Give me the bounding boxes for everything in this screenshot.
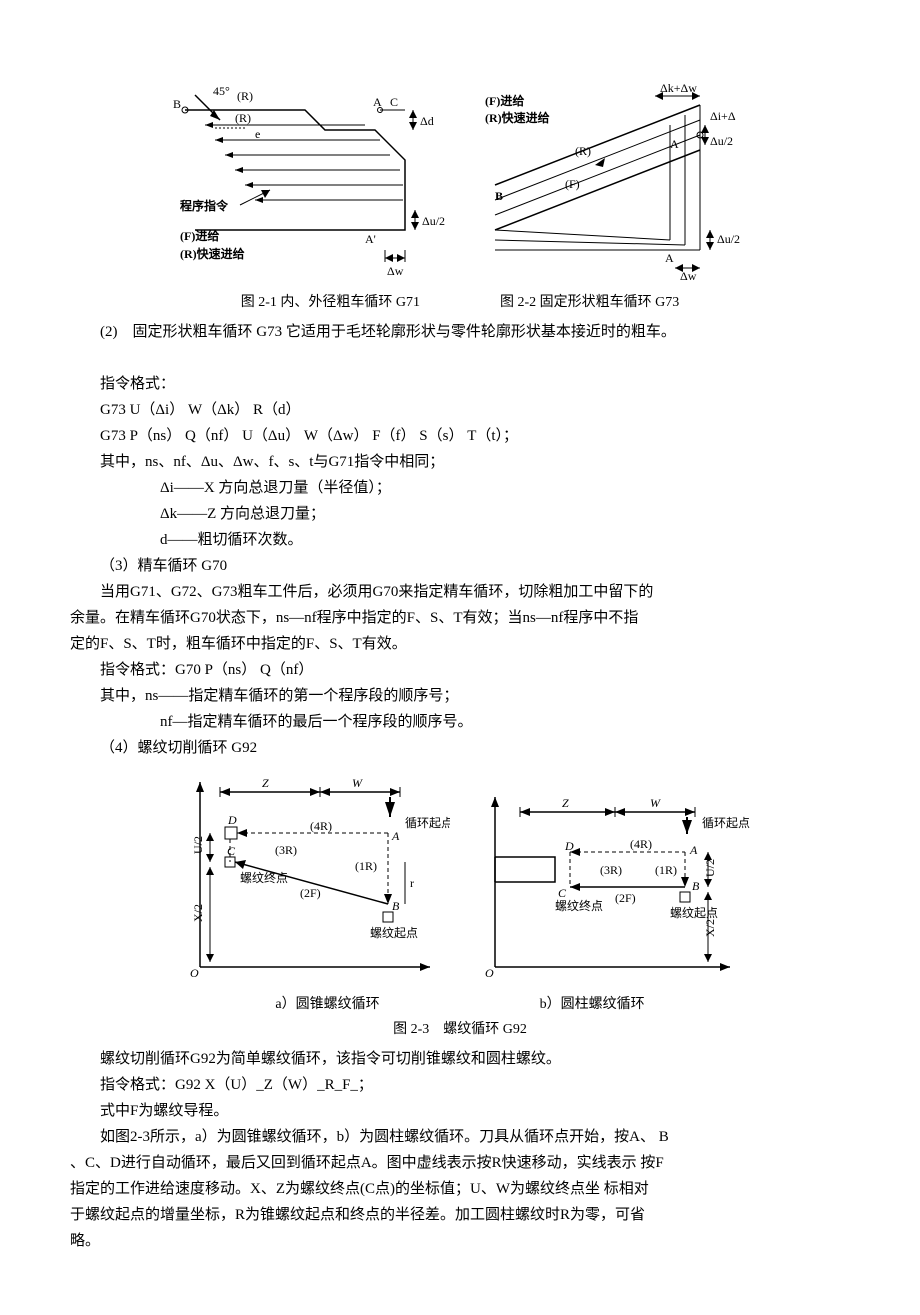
label-B3: B — [392, 899, 400, 913]
label-Rrapid: (R)快速进给 — [180, 246, 245, 261]
p7: Δk——Z 方向总退刀量； — [70, 502, 850, 526]
figure-2-3b: O Z W 循环起点 D (4R) A — [470, 762, 750, 990]
label-dw: Δw — [387, 264, 404, 278]
figure-row-1: Δd B 45° (R) (R) e — [70, 80, 850, 288]
label-Z2: Z — [562, 796, 569, 810]
label-loop1: 循环起点 — [405, 816, 450, 830]
label-Ffeed2: (F)进给 — [485, 93, 524, 108]
svg-text:C: C — [227, 844, 236, 858]
label-loop2: 循环起点 — [702, 816, 750, 830]
label-Aprime: A' — [365, 232, 376, 246]
label-U2b: U/2 — [703, 859, 717, 877]
caption-22: 图 2-2 固定形状粗车循环 G73 — [500, 292, 679, 314]
p19b: 、C、D进行自动循环，最后又回到循环起点A。图中虚线表示按R快速移动，实线表示 … — [70, 1151, 850, 1175]
p11: 指令格式：G70 P（ns） Q（nf） — [70, 658, 850, 682]
label-R3: (R) — [575, 144, 591, 158]
label-du2b: Δu/2 — [717, 232, 740, 246]
p10b: 余量。在精车循环G70状态下，ns—nf程序中指定的F、S、T有效；当ns—nf… — [70, 606, 850, 630]
figure-row-2: O Z W D (4R) A 循环起点 — [70, 762, 850, 990]
label-A: A — [373, 95, 382, 109]
figure-2-2: (F)进给 (R)快速进给 Δk+Δw (R) (F) B — [465, 80, 765, 288]
label-R1: (R) — [237, 89, 253, 103]
label-3R2: (3R) — [600, 863, 622, 877]
p6: Δi——X 方向总退刀量（半径值）； — [70, 476, 850, 500]
label-tend2: 螺纹终点 — [555, 898, 603, 913]
figure-2-1: Δd B 45° (R) (R) e — [155, 80, 445, 288]
p1: (2) 固定形状粗车循环 G73 它适用于毛坯轮廓形状与零件轮廓形状基本接近时的… — [70, 320, 850, 344]
p19a: 如图2-3所示，a）为圆锥螺纹循环，b）为圆柱螺纹循环。刀具从循环点开始，按A、… — [70, 1125, 850, 1149]
label-45: 45° — [213, 84, 230, 98]
label-D1: D — [227, 813, 237, 827]
p19e: 略。 — [70, 1229, 850, 1253]
p4: G73 P（ns） Q（nf） U（Δu） W（Δw） F（f） S（s） T（… — [70, 424, 850, 448]
label-2F2: (2F) — [615, 891, 636, 905]
label-did: Δi+Δ — [710, 109, 736, 123]
label-O2: O — [485, 966, 494, 980]
label-A5: A — [689, 843, 698, 857]
label-4R1: (4R) — [310, 819, 332, 833]
p9: （3）精车循环 G70 — [70, 554, 850, 578]
label-2F1: (2F) — [300, 886, 321, 900]
caption-21: 图 2-1 内、外径粗车循环 G71 — [241, 292, 420, 314]
label-3R1: (3R) — [275, 843, 297, 857]
label-e: e — [255, 127, 260, 141]
sub-caption-row: a）圆锥螺纹循环 b）圆柱螺纹循环 — [70, 994, 850, 1016]
label-Z1: Z — [262, 776, 269, 790]
label-X2a: X/2 — [191, 904, 205, 922]
label-W2: W — [650, 796, 661, 810]
label-A3: A — [665, 251, 674, 265]
caption-23: 图 2-3 螺纹循环 G92 — [70, 1019, 850, 1041]
label-4R2: (4R) — [630, 837, 652, 851]
p2: 指令格式： — [70, 372, 850, 396]
p10c: 定的F、S、T时，粗车循环中指定的F、S、T有效。 — [70, 632, 850, 656]
p19d: 于螺纹起点的增量坐标，R为锥螺纹起点和终点的半径差。加工圆柱螺纹时R为零，可省 — [70, 1203, 850, 1227]
label-program: 程序指令 — [180, 198, 229, 213]
label-1R1: (1R) — [355, 859, 377, 873]
figure-2-3a: O Z W D (4R) A 循环起点 — [170, 762, 450, 990]
p16: 螺纹切削循环G92为简单螺纹循环，该指令可切削锥螺纹和圆柱螺纹。 — [70, 1047, 850, 1071]
p3: G73 U（Δi） W（Δk） R（d） — [70, 398, 850, 422]
p13: nf—指定精车循环的最后一个程序段的顺序号。 — [70, 710, 850, 734]
label-B2: B — [495, 189, 503, 203]
p5: 其中，ns、nf、Δu、Δw、f、s、t与G71指令中相同； — [70, 450, 850, 474]
label-A4: A — [391, 829, 400, 843]
p12: 其中，ns——指定精车循环的第一个程序段的顺序号； — [70, 684, 850, 708]
p8: d——粗切循环次数。 — [70, 528, 850, 552]
label-B4: B — [692, 879, 700, 893]
label-tstart1: 螺纹起点 — [370, 926, 418, 940]
label-A2: A — [670, 137, 679, 151]
label-Ffeed: (F)进给 — [180, 228, 219, 243]
label-O1: O — [190, 966, 199, 980]
label-U2a: U/2 — [191, 836, 205, 854]
p10a: 当用G71、G72、G73粗车工件后，必须用G70来指定精车循环，切除粗加工中留… — [70, 580, 850, 604]
label-tend1: 螺纹终点 — [240, 870, 288, 885]
p14: （4）螺纹切削循环 G92 — [70, 736, 850, 760]
label-X2b: X/2 — [703, 919, 717, 937]
label-dw2: Δw — [680, 269, 697, 280]
label-D2: D — [564, 839, 574, 853]
label-dd: Δd — [420, 114, 434, 128]
svg-text:C: C — [558, 886, 567, 900]
label-1R2: (1R) — [655, 863, 677, 877]
label-du2: Δu/2 — [422, 214, 445, 228]
label-tstart2: 螺纹起点 — [670, 906, 718, 920]
caption-row-1: 图 2-1 内、外径粗车循环 G71 图 2-2 固定形状粗车循环 G73 — [70, 292, 850, 314]
label-dkdw: Δk+Δw — [660, 81, 697, 95]
p17: 指令格式：G92 X（U）_Z（W）_R_F_； — [70, 1073, 850, 1097]
label-R2: (R) — [235, 111, 251, 125]
label-Rrapid2: (R)快速进给 — [485, 110, 550, 125]
sub-a: a）圆锥螺纹循环 — [275, 994, 379, 1016]
p19c: 指定的工作进给速度移动。X、Z为螺纹终点(C点)的坐标值；U、W为螺纹终点坐 标… — [70, 1177, 850, 1201]
label-B: B — [173, 97, 181, 111]
label-W1: W — [352, 776, 363, 790]
p18: 式中F为螺纹导程。 — [70, 1099, 850, 1123]
label-C: C — [390, 95, 398, 109]
label-du2a: Δu/2 — [710, 134, 733, 148]
label-F3: (F) — [565, 177, 580, 191]
sub-b: b）圆柱螺纹循环 — [540, 994, 645, 1016]
svg-text:r: r — [410, 876, 414, 890]
